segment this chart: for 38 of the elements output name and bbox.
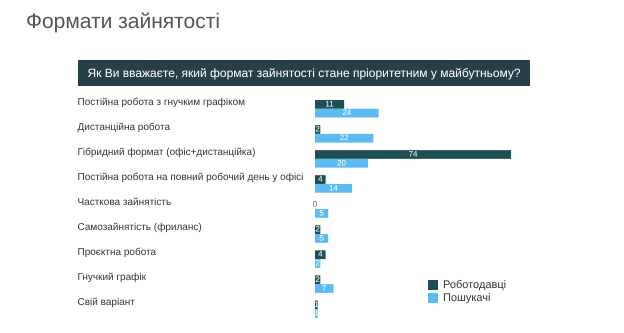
y-tick-label: Свій варіант	[78, 297, 136, 308]
data-label: 2	[315, 124, 320, 134]
data-label: 2	[315, 224, 320, 234]
data-label: 0	[312, 200, 318, 209]
legend-label: Роботодавці	[443, 279, 506, 291]
data-label: 7	[322, 284, 328, 293]
bar	[315, 209, 328, 218]
data-label: 4	[318, 250, 324, 259]
data-label: 14	[329, 183, 339, 192]
y-tick-label: Самозайнятість (фриланс)	[78, 222, 202, 234]
data-label: 5	[319, 233, 324, 242]
data-label: 11	[325, 99, 334, 108]
y-tick-label: Часткова зайнятість	[78, 197, 172, 208]
bar	[315, 284, 334, 293]
y-tick-label: Проєктна робота	[78, 247, 157, 258]
legend-label: Пошукачі	[443, 292, 490, 304]
y-tick-label: Постійна робота на повний робочий день у офісі	[78, 172, 304, 183]
data-label: 5	[319, 208, 324, 218]
bar	[315, 184, 352, 193]
data-label: 22	[340, 133, 350, 142]
text: Формати зайнятості	[25, 9, 222, 35]
chart-subtitle: Як Ви вважаєте, який формат зайнятості стане пріоритетним у майбутньому?	[78, 60, 530, 86]
data-label: 24	[342, 108, 352, 118]
bar	[315, 134, 374, 143]
bar	[315, 150, 512, 159]
data-label: 4	[318, 174, 324, 184]
y-tick-label: Гнучкий графік	[78, 272, 147, 284]
data-label: 2	[315, 258, 320, 268]
data-label: 20	[337, 158, 346, 168]
data-label: 2	[315, 274, 320, 284]
y-tick-label: Постійна робота з гнучким графіком	[78, 96, 246, 108]
bar	[315, 100, 344, 109]
bar	[315, 158, 368, 168]
bar	[315, 108, 379, 118]
y-tick-label: Дистанційна робота	[78, 122, 170, 133]
bar	[315, 234, 328, 243]
y-tick-label: Гібридний формат (офіс+дистанційка)	[78, 146, 256, 158]
data-label: 74	[408, 150, 418, 159]
